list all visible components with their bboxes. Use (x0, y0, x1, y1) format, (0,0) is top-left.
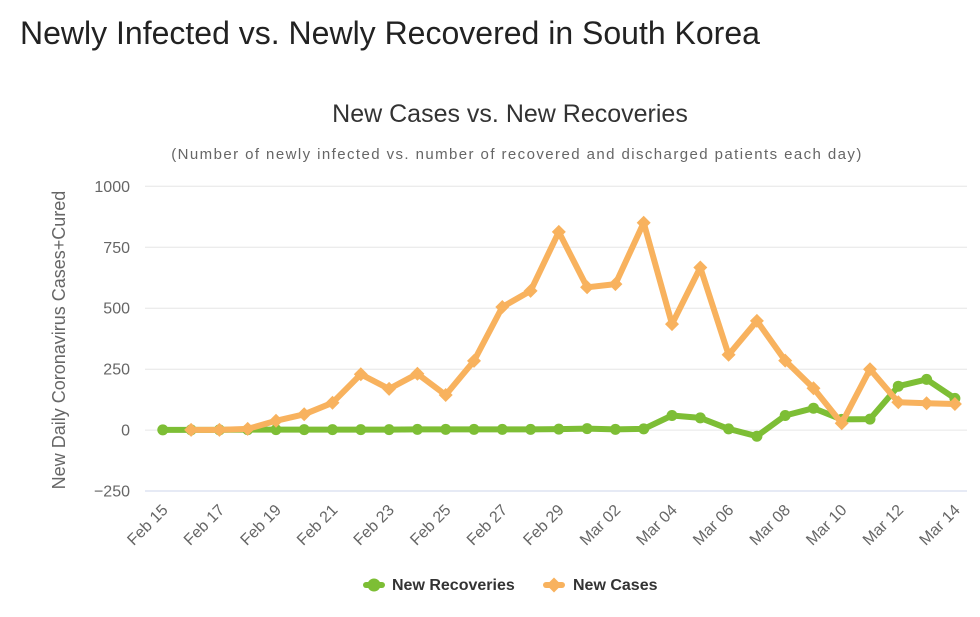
svg-text:New Daily Coronavirus Cases+Cu: New Daily Coronavirus Cases+Cured (49, 191, 69, 490)
svg-text:Feb 27: Feb 27 (464, 502, 511, 549)
svg-text:New Cases: New Cases (573, 577, 658, 594)
svg-text:New Cases vs. New Recoveries: New Cases vs. New Recoveries (332, 100, 688, 128)
svg-text:Feb 29: Feb 29 (520, 502, 567, 549)
svg-text:Feb 19: Feb 19 (238, 502, 285, 549)
svg-text:Mar 02: Mar 02 (577, 502, 624, 549)
svg-text:−250: −250 (94, 484, 130, 501)
svg-text:Mar 10: Mar 10 (803, 502, 850, 549)
svg-text:Mar 14: Mar 14 (916, 502, 963, 549)
svg-text:Feb 17: Feb 17 (181, 502, 228, 549)
svg-text:Mar 12: Mar 12 (860, 502, 907, 549)
svg-text:500: 500 (103, 301, 130, 318)
svg-text:1000: 1000 (94, 179, 130, 196)
svg-text:Mar 04: Mar 04 (634, 502, 681, 549)
svg-text:Feb 23: Feb 23 (351, 502, 398, 549)
svg-text:Mar 08: Mar 08 (747, 502, 794, 549)
svg-text:Feb 21: Feb 21 (294, 502, 341, 549)
svg-text:Feb 25: Feb 25 (407, 502, 454, 549)
svg-text:New Recoveries: New Recoveries (392, 577, 515, 594)
svg-text:0: 0 (121, 423, 130, 440)
svg-text:250: 250 (103, 362, 130, 379)
svg-text:(Number of newly infected vs.: (Number of newly infected vs. number of … (171, 146, 863, 163)
svg-text:Mar 06: Mar 06 (690, 502, 737, 549)
svg-text:Feb 15: Feb 15 (124, 502, 171, 549)
svg-text:750: 750 (103, 240, 130, 257)
